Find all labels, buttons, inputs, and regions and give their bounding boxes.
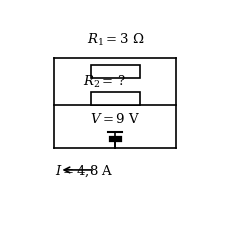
Text: $I{=}4{,}8\ \mathrm{A}$: $I{=}4{,}8\ \mathrm{A}$: [55, 164, 114, 180]
Text: $R_2{=}\,?$: $R_2{=}\,?$: [83, 74, 126, 90]
Bar: [91, 92, 140, 105]
Text: $V{=}9\ \mathrm{V}$: $V{=}9\ \mathrm{V}$: [90, 112, 140, 126]
Text: $R_1{=}3\ \Omega$: $R_1{=}3\ \Omega$: [87, 32, 144, 48]
Bar: [91, 65, 140, 78]
